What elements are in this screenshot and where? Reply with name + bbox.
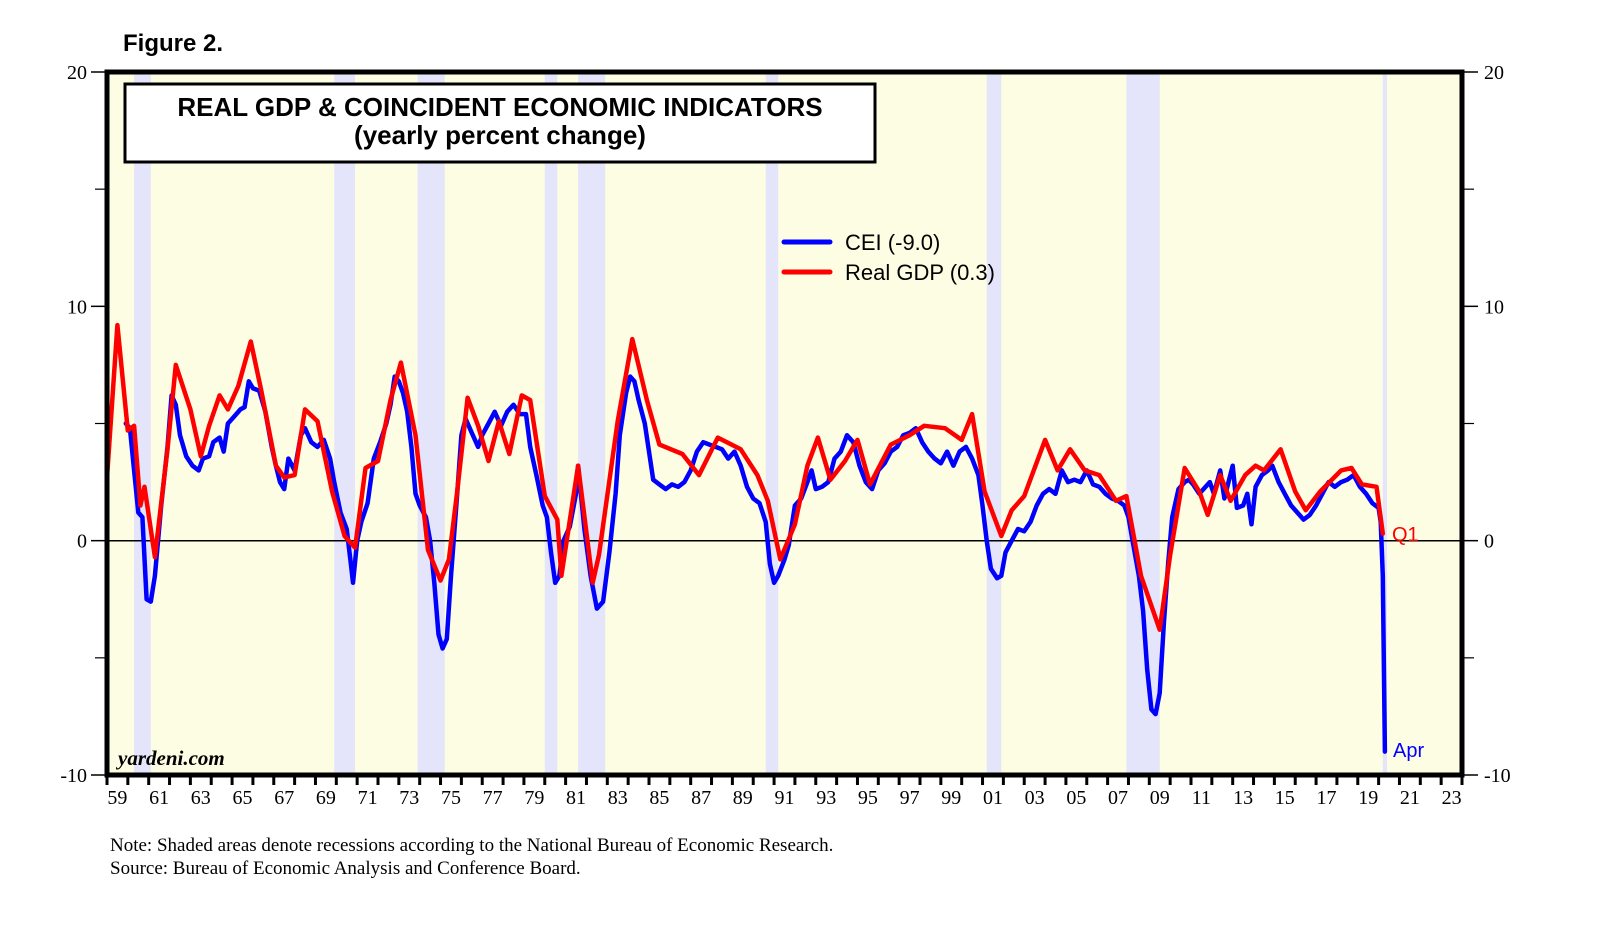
y-tick-label-right: 10 [1484,296,1504,318]
y-tick-label-left: 20 [67,62,87,84]
x-tick-label: 67 [274,787,294,809]
y-tick-label-right: 0 [1484,531,1494,553]
recession-band [334,72,356,775]
gdp-line [104,322,1386,632]
x-tick-label: 79 [524,787,544,809]
x-tick-label: 85 [649,787,669,809]
x-tick-label: 59 [107,787,127,809]
notes: Note: Shaded areas denote recessions acc… [110,834,833,880]
x-tick-label: 71 [358,787,378,809]
x-tick-label: 21 [1400,787,1420,809]
x-tick-label: 23 [1442,787,1462,809]
x-tick-label: 65 [233,787,253,809]
figure-label: Figure 2. [123,30,224,57]
recession-band [986,72,1002,775]
x-tick-label: 81 [566,787,586,809]
x-tick-label: 01 [983,787,1003,809]
recession-band [544,72,558,775]
cei-line [123,374,1388,754]
legend-label-cei: CEI (-9.0) [845,230,940,255]
plot-background [107,72,1462,775]
x-tick-label: 11 [1192,787,1211,809]
x-tick-label: 15 [1275,787,1295,809]
x-tick-label: 91 [775,787,795,809]
x-tick-label: 69 [316,787,336,809]
gdp-end-label: Q1 [1392,524,1419,546]
recession-bands [134,72,1387,775]
x-tick-label: 05 [1066,787,1086,809]
source-text: Source: Bureau of Economic Analysis and … [110,858,581,879]
recession-band [765,72,779,775]
x-tick-label: 07 [1108,787,1128,809]
y-axes: -10 -10 0 0 10 10 20 20 [60,62,1510,787]
series-lines [104,322,1388,754]
x-tick-label: 95 [858,787,878,809]
x-tick-label: 19 [1358,787,1378,809]
x-axis: 59 61 63 65 67 69 71 73 75 77 79 81 83 85 87 89 91 93 95 97… [105,775,1464,809]
x-tick-label: 73 [399,787,419,809]
x-tick-label: 03 [1025,787,1045,809]
x-tick-label: 99 [941,787,961,809]
y-tick-label-left: 10 [67,296,87,318]
plot-frame [104,69,1465,778]
x-tick-label: 87 [691,787,711,809]
y-tick-label-left: 0 [77,531,87,553]
x-tick-label: 13 [1233,787,1253,809]
x-tick-label: 09 [1150,787,1170,809]
x-tick-label: 61 [149,787,169,809]
x-tick-label: 97 [900,787,920,809]
legend-label-gdp: Real GDP (0.3) [845,260,995,285]
x-tick-label: 93 [816,787,836,809]
title-box: REAL GDP & COINCIDENT ECONOMIC INDICATOR… [123,82,877,164]
recession-band [1126,72,1160,775]
x-tick-label: 63 [191,787,211,809]
y-tick-label-right: 20 [1484,62,1504,84]
legend: CEI (-9.0) Real GDP (0.3) [781,230,995,285]
recession-band [1382,72,1387,775]
x-tick-label: 77 [483,787,503,809]
recession-band [134,72,151,775]
x-tick-label: 75 [441,787,461,809]
y-tick-label-right: -10 [1484,765,1511,787]
cei-end-label: Apr [1393,740,1424,762]
x-tick-label: 17 [1317,787,1337,809]
note-text: Note: Shaded areas denote recessions acc… [110,835,834,856]
x-tick-label: 83 [608,787,628,809]
recession-band [578,72,606,775]
y-tick-label-left: -10 [60,765,87,787]
watermark: yardeni.com [115,746,225,770]
chart-subtitle: (yearly percent change) [354,120,646,150]
x-tick-label: 89 [733,787,753,809]
recession-band [417,72,445,775]
chart-title: REAL GDP & COINCIDENT ECONOMIC INDICATOR… [177,92,822,122]
